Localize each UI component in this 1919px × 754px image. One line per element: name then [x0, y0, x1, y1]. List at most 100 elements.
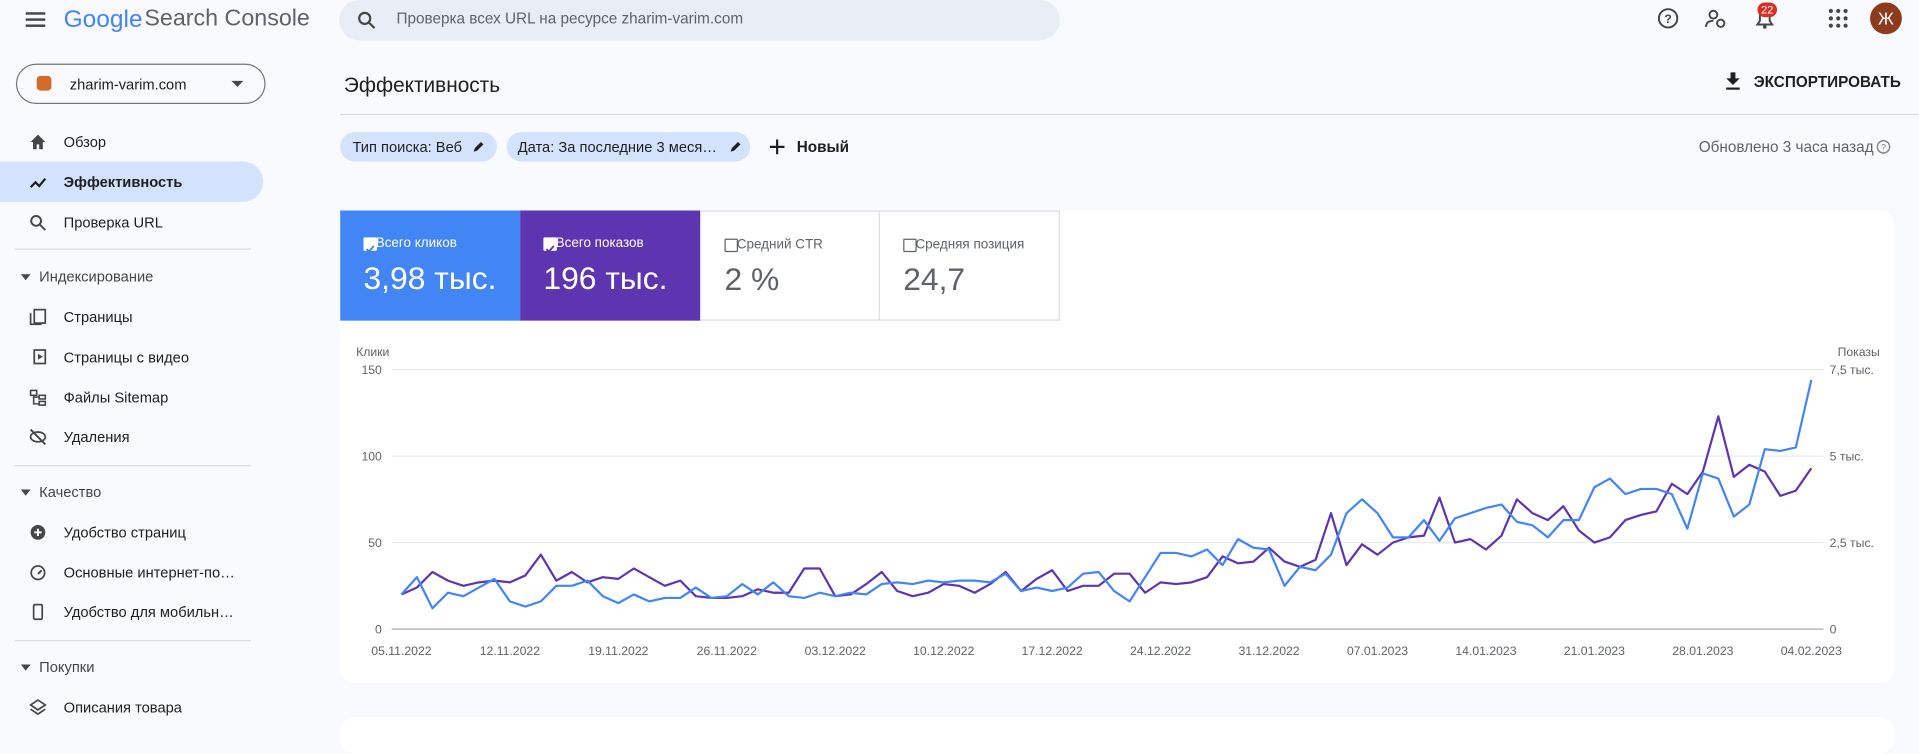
y-tick-label: 50 — [368, 536, 382, 550]
metric-label: Всего показов — [555, 236, 644, 251]
nav-item[interactable]: Удобство страниц — [63, 523, 186, 541]
nav-item[interactable]: Обзор — [63, 133, 107, 151]
search-box[interactable]: Проверка всех URL на ресурсе zharim-vari… — [339, 0, 1060, 41]
notification-badge: 22 — [1757, 2, 1778, 18]
metric-card[interactable]: Всего кликов 3,98 тыс. — [340, 210, 521, 321]
x-tick-label: 03.12.2022 — [805, 644, 866, 658]
check-mark — [365, 245, 375, 253]
new-filter-button[interactable]: Новый — [796, 138, 850, 156]
home-icon — [30, 134, 46, 150]
dropdown-arrow — [231, 80, 244, 87]
product-name: Search Console — [144, 6, 310, 32]
nav-item[interactable]: Страницы — [63, 308, 133, 326]
metric-value: 2 % — [724, 260, 780, 298]
filter-chip[interactable]: Дата: За последние 3 меся… — [506, 132, 751, 162]
updated-note: Обновлено 3 часа назад — [1698, 138, 1874, 156]
metric-card[interactable]: Средняя позиция 24,7 — [879, 210, 1060, 321]
trend-icon — [29, 177, 47, 189]
x-tick-label: 31.12.2022 — [1238, 644, 1299, 658]
checkbox-checked[interactable] — [363, 237, 377, 253]
menu-button[interactable] — [24, 10, 46, 30]
sitemap-icon — [29, 389, 47, 406]
metric-label: Всего кликов — [375, 236, 457, 251]
x-tick-label: 17.12.2022 — [1022, 644, 1083, 658]
y2-tick-label: 0 — [1830, 622, 1837, 636]
divider — [14, 465, 251, 467]
vitals-icon — [30, 565, 46, 581]
series-line — [400, 379, 1813, 610]
pages-icon — [29, 308, 47, 326]
help-button[interactable]: ? — [1657, 7, 1679, 29]
y2-axis-title: Показы — [1838, 345, 1880, 359]
svg-text:?: ? — [1664, 12, 1671, 26]
check-mark — [545, 245, 555, 253]
nav-item[interactable]: Удаления — [63, 428, 130, 446]
product-icon — [29, 699, 47, 716]
nav-item[interactable]: Основные интернет-по… — [63, 564, 235, 582]
property-selector[interactable]: zharim-varim.com — [15, 63, 266, 105]
x-tick-label: 21.01.2023 — [1564, 644, 1625, 658]
checkbox[interactable] — [903, 238, 917, 253]
search-icon — [358, 11, 376, 29]
nav-item[interactable]: Эффективность — [63, 173, 183, 191]
x-tick-label: 12.11.2022 — [480, 644, 540, 658]
mobile-icon — [32, 603, 44, 621]
metric-value: 196 тыс. — [543, 259, 668, 297]
video-icon — [33, 349, 47, 365]
x-tick-label: 14.01.2023 — [1455, 644, 1516, 658]
logo[interactable]: Google — [63, 6, 143, 34]
edit-icon — [473, 141, 484, 152]
filter-label: Дата: За последние 3 меся… — [517, 138, 718, 156]
nav-item[interactable]: Удобство для мобильн… — [63, 603, 234, 621]
search-url-icon — [30, 215, 46, 231]
search-placeholder: Проверка всех URL на ресурсе zharim-vari… — [396, 9, 744, 27]
y2-tick-label: 5 тыс. — [1830, 449, 1864, 463]
x-tick-label: 24.12.2022 — [1130, 644, 1191, 658]
nav-item[interactable]: Страницы с видео — [63, 348, 190, 366]
x-tick-label: 10.12.2022 — [913, 644, 974, 658]
y-tick-label: 150 — [361, 363, 382, 377]
x-tick-label: 04.02.2023 — [1781, 644, 1842, 658]
collapse-arrow — [20, 664, 31, 671]
metric-card[interactable]: Всего показов 196 тыс. — [520, 210, 701, 321]
add-icon — [769, 139, 785, 155]
property-name: zharim-varim.com — [69, 75, 187, 94]
edit-icon — [730, 141, 741, 152]
checkbox[interactable] — [724, 238, 738, 253]
next-card — [340, 717, 1895, 754]
export-button[interactable]: ЭКСПОРТИРОВАТЬ — [1753, 73, 1901, 91]
x-tick-label: 28.01.2023 — [1672, 644, 1733, 658]
y-tick-label: 100 — [361, 449, 382, 463]
nav-section[interactable]: Покупки — [39, 658, 95, 676]
checkbox-checked[interactable] — [543, 237, 557, 253]
page-experience-icon — [30, 525, 46, 540]
nav-item[interactable]: Файлы Sitemap — [63, 389, 169, 407]
help-icon: ? — [1876, 140, 1891, 154]
nav-section[interactable]: Индексирование — [39, 268, 154, 286]
nav-item[interactable]: Описания товара — [63, 698, 182, 716]
apps-button[interactable] — [1828, 8, 1848, 29]
metric-label: Средний CTR — [736, 237, 823, 253]
nav-section[interactable]: Качество — [39, 483, 102, 501]
page-title: Эффективность — [343, 73, 501, 97]
chart: 0 50 100 150 0 2,5 тыс. 5 тыс. 7,5 тыс. Клики Пок… — [356, 345, 1880, 658]
nav-item[interactable]: Проверка URL — [63, 214, 163, 232]
divider — [340, 113, 1919, 116]
filter-chip[interactable]: Тип поиска: Веб — [340, 132, 497, 162]
y-tick-label: 0 — [375, 622, 382, 636]
metric-label: Средняя позиция — [915, 237, 1025, 253]
avatar[interactable]: Ж — [1870, 2, 1902, 35]
metric-card[interactable]: Средний CTR 2 % — [700, 210, 880, 321]
x-tick-label: 26.11.2022 — [697, 644, 757, 658]
removals-icon — [29, 428, 47, 445]
users-button[interactable] — [1705, 7, 1727, 29]
collapse-arrow — [20, 489, 31, 496]
metric-value: 3,98 тыс. — [363, 259, 497, 297]
collapse-arrow — [20, 274, 31, 281]
x-tick-label: 05.11.2022 — [371, 644, 431, 658]
divider — [14, 640, 251, 642]
y2-tick-label: 2,5 тыс. — [1830, 536, 1874, 550]
y2-tick-label: 7,5 тыс. — [1830, 363, 1874, 377]
